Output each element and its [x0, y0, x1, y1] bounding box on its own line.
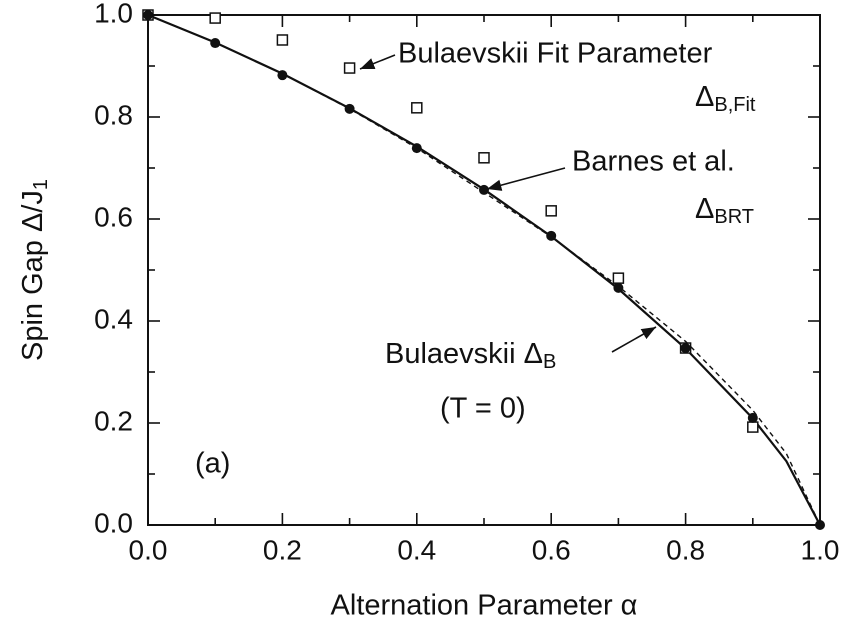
annotation-sub: B,Fit: [714, 94, 756, 116]
annotation-main: Bulaevskii Δ: [385, 338, 543, 370]
curve: [147, 14, 821, 526]
annotation: Bulaevskii ΔB: [385, 338, 556, 374]
y-tick-label: 1.0: [94, 0, 133, 28]
x-tick-label: 1.0: [801, 534, 840, 565]
filled-circle-point: [747, 412, 758, 423]
filled-circle-point: [210, 38, 221, 49]
filled-circle-point: [411, 143, 422, 154]
arrow: [486, 167, 566, 191]
annotation: (a): [195, 448, 230, 480]
y-axis-label-sub: 1: [30, 179, 52, 190]
filled-circle-point: [344, 103, 355, 114]
x-tick-label: 0.2: [263, 534, 302, 565]
annotation-sub: B: [543, 351, 556, 373]
open-square-point: [545, 205, 557, 217]
annotation: Bulaevskii Fit Parameter: [398, 38, 713, 70]
annotation-sub: BRT: [714, 206, 754, 228]
plot-frame: [147, 14, 821, 526]
filled-circle-point: [680, 343, 691, 354]
x-axis-label: Alternation Parameter α: [331, 590, 638, 622]
filled-circle-point: [546, 230, 557, 241]
filled-circle-point: [143, 10, 153, 20]
open-square-point: [612, 272, 625, 284]
filled-circle-point: [613, 282, 624, 293]
y-tick-label: 0.0: [94, 507, 133, 538]
open-square-point: [411, 102, 423, 114]
x-tick-label: 0.4: [397, 534, 436, 565]
y-axis-label: Spin Gap Δ/J1: [17, 179, 53, 361]
open-square-point: [478, 152, 490, 164]
x-tick-label: 0.6: [532, 534, 571, 565]
x-tick-label: 0.0: [129, 534, 168, 565]
annotation-main: Δ: [695, 81, 714, 113]
annotation: Barnes et al.: [572, 146, 735, 178]
x-tick-label: 0.8: [666, 534, 705, 565]
y-tick-label: 0.2: [94, 405, 133, 436]
open-square-point: [747, 421, 759, 433]
arrow: [611, 326, 657, 353]
y-axis-label-main: Spin Gap Δ/J: [17, 190, 49, 361]
annotation-main: Δ: [695, 193, 714, 225]
annotation: ΔBRT: [695, 193, 754, 229]
filled-circle-point: [277, 70, 288, 81]
curve: [147, 13, 821, 526]
open-square-point: [209, 12, 221, 24]
annotation: ΔB,Fit: [695, 81, 756, 117]
arrow: [359, 54, 396, 70]
filled-circle-point: [815, 520, 825, 530]
y-tick-label: 0.4: [94, 303, 133, 334]
y-tick-label: 0.6: [94, 201, 133, 232]
arrows: [359, 54, 657, 353]
y-tick-label: 0.8: [94, 99, 133, 130]
open-square-point: [343, 62, 356, 74]
open-square-point: [276, 34, 289, 46]
filled-circle-point: [479, 184, 489, 195]
annotation: (T = 0): [440, 393, 526, 425]
